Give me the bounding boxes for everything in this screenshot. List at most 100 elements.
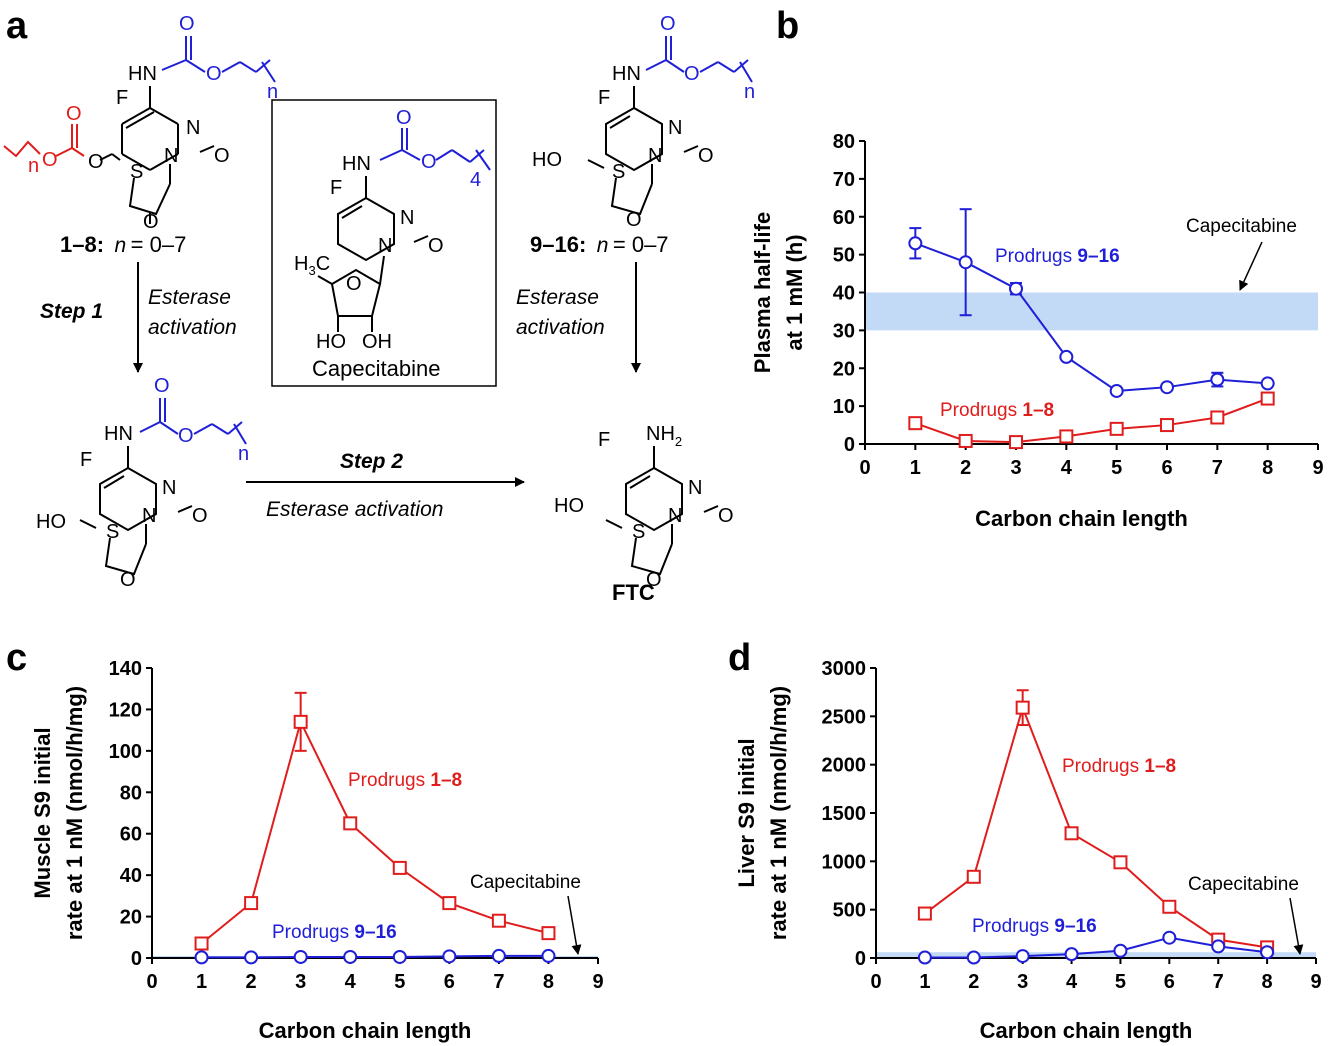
x-tick-label: 5 [1111, 457, 1122, 479]
data-point [442, 896, 457, 911]
data-point [343, 949, 358, 964]
y-axis-label: Plasma half-life [750, 212, 775, 373]
y-tick-label: 40 [833, 283, 855, 305]
atom-hn: HN [104, 423, 133, 445]
x-axis-label: Carbon chain length [980, 1018, 1193, 1043]
x-tick-label: 4 [345, 971, 357, 993]
x-tick-label: 6 [1164, 971, 1175, 993]
x-tick-label: 9 [1310, 971, 1321, 993]
x-tick-label: 5 [394, 971, 405, 993]
atom-o: O [214, 145, 230, 167]
atom-n-sub: n [238, 443, 249, 465]
y-tick-label: 0 [855, 948, 866, 970]
atom-o: O [684, 63, 700, 85]
data-point [491, 948, 506, 963]
atom-n: N [186, 117, 200, 139]
atom-n: N [378, 235, 392, 257]
atom-o: O [660, 13, 676, 35]
x-tick-label: 7 [1212, 457, 1223, 479]
atom-s: S [130, 161, 143, 183]
x-tick-label: 4 [1066, 971, 1078, 993]
y-tick-label: 500 [833, 900, 866, 922]
y-tick-label: 60 [120, 824, 142, 846]
data-point [1064, 947, 1079, 962]
y-tick-label: 3000 [822, 658, 867, 680]
data-point [1113, 943, 1128, 958]
data-point [293, 714, 308, 729]
series-label-ids: 9–16 [354, 922, 396, 943]
x-tick-label: 0 [859, 457, 870, 479]
step1-label: Step 1 [40, 300, 103, 323]
atom-n: N [164, 145, 178, 167]
atom-o: O [178, 425, 194, 447]
x-tick-label: 5 [1115, 971, 1126, 993]
atom-s: S [612, 161, 625, 183]
y-tick-label: 20 [833, 358, 855, 380]
data-point [1211, 939, 1226, 954]
atom-o: O [88, 151, 104, 173]
data-point [966, 950, 981, 965]
series-label: Prodrugs 1–8 [1062, 756, 1176, 777]
series-line [201, 954, 549, 959]
capecitabine-arrow [567, 895, 582, 955]
x-tick-label: 1 [919, 971, 930, 993]
data-point [392, 949, 407, 964]
series-label-name: Prodrugs [272, 922, 354, 943]
atom-hn: HN [612, 63, 641, 85]
y-tick-label: 80 [120, 782, 142, 804]
y-axis-label-line2: at 1 mM (h) [782, 234, 807, 350]
data-point [1113, 855, 1128, 870]
y-tick-label: 60 [833, 207, 855, 229]
atom-n-red: n [28, 155, 39, 177]
structure-intermediate: O O n HN F N O N S O HO [36, 375, 249, 591]
atom-o: O [626, 209, 642, 231]
data-point [1015, 949, 1030, 964]
atom-h3c: H3C [294, 253, 330, 278]
x-tick-label: 6 [444, 971, 455, 993]
y-tick-label: 70 [833, 169, 855, 191]
y-tick-label: 0 [131, 948, 142, 970]
y-axis-label-line2: rate at 1 nM (nmol/h/mg) [62, 686, 87, 940]
data-point [343, 816, 358, 831]
atom-f: F [80, 449, 92, 471]
right-esterase-line2: activation [516, 316, 605, 339]
y-tick-label: 20 [120, 907, 142, 929]
atom-o: O [646, 569, 662, 591]
series-line [924, 704, 1268, 949]
data-point [293, 949, 308, 964]
chart-c: c 0 1 2 3 4 5 6 7 8 9 0 20 40 60 80 100 120 140 Carbon chai… [6, 637, 604, 1043]
series-label-name: Prodrugs [940, 400, 1022, 421]
atom-s: S [106, 521, 119, 543]
series-label-ids: 1–8 [1022, 400, 1054, 421]
data-point [392, 860, 407, 875]
capecitabine-band [876, 952, 1316, 958]
y-tick-label: 10 [833, 396, 855, 418]
atom-oh: OH [362, 331, 392, 353]
x-tick-label: 2 [246, 971, 257, 993]
y-tick-label: 50 [833, 245, 855, 267]
x-tick-label: 8 [543, 971, 554, 993]
x-tick-label: 8 [1262, 457, 1273, 479]
series-label: Prodrugs 9–16 [972, 916, 1097, 937]
series-line [914, 242, 1268, 392]
y-tick-label: 2000 [822, 755, 867, 777]
data-point [1109, 421, 1124, 436]
data-point [1009, 435, 1023, 450]
atom-f: F [598, 87, 610, 109]
data-point [958, 255, 973, 270]
series-label-ids: 9–16 [1054, 916, 1096, 937]
atom-n-sub: n [744, 81, 755, 103]
atom-o: O [179, 13, 195, 35]
data-point [1210, 372, 1225, 387]
capecitabine-label: Capecitabine [470, 872, 581, 893]
x-tick-label: 4 [1061, 457, 1073, 479]
series-label-name: Prodrugs [348, 770, 430, 791]
series-label: Prodrugs 1–8 [348, 770, 462, 791]
data-point [966, 869, 981, 884]
step1-esterase-line1: Esterase [148, 286, 231, 309]
y-tick-label: 30 [833, 320, 855, 342]
atom-o: O [698, 145, 714, 167]
series-label: Prodrugs 1–8 [940, 400, 1054, 421]
atom-hn: HN [128, 63, 157, 85]
